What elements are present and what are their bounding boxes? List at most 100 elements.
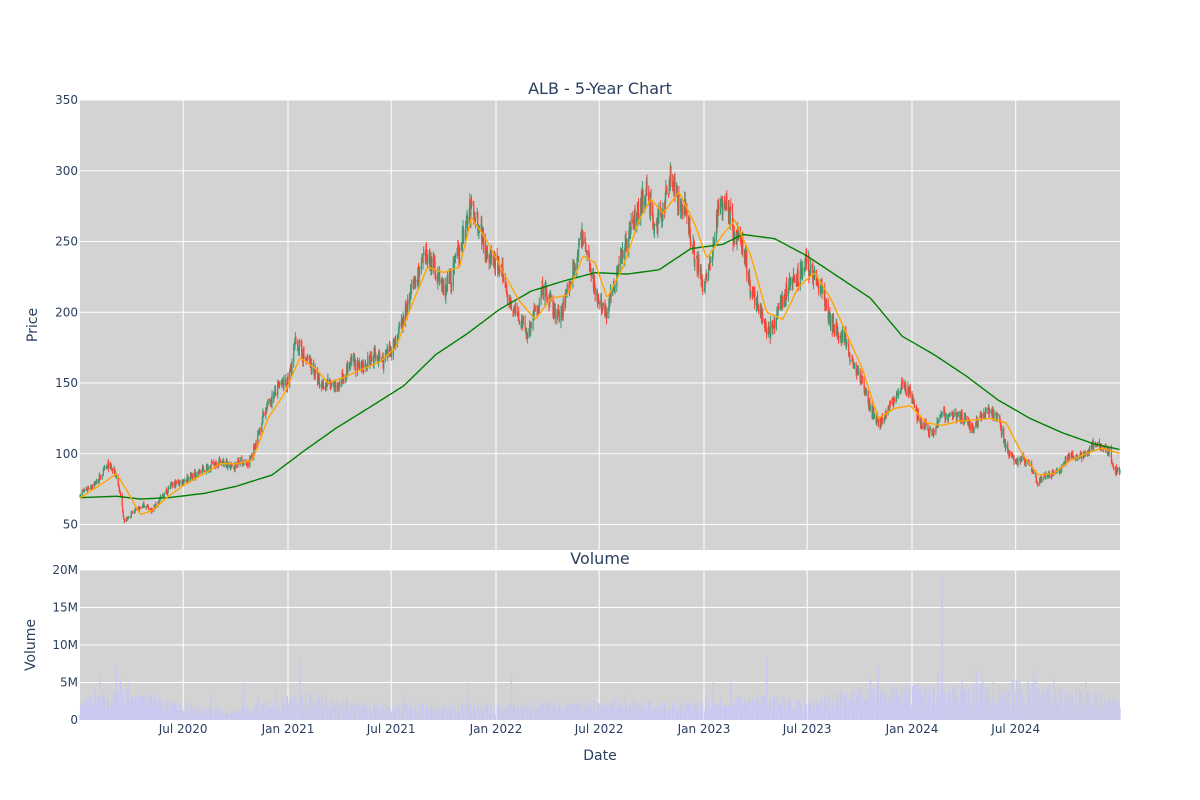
candle-body <box>731 210 734 223</box>
candle-body <box>362 363 364 371</box>
volume-bar <box>837 702 840 720</box>
candle-body <box>103 468 105 470</box>
volume-bar <box>566 702 568 720</box>
volume-bar <box>442 704 445 720</box>
candle-body <box>668 181 670 194</box>
volume-bar <box>103 697 106 720</box>
candle-body <box>1023 457 1025 459</box>
candle-body <box>676 186 678 194</box>
volume-bar <box>355 704 357 720</box>
candle-body <box>389 343 391 355</box>
volume-bar <box>450 708 453 720</box>
candle-body <box>123 517 125 520</box>
candle-body <box>506 296 508 298</box>
candle-body <box>742 235 744 253</box>
volume-bar <box>997 700 999 720</box>
volume-bar <box>541 701 543 720</box>
price-chart-title: ALB - 5-Year Chart <box>528 79 672 98</box>
candle-body <box>888 407 890 411</box>
volume-bar <box>889 690 891 720</box>
candle-body <box>925 422 927 425</box>
candle-body <box>1105 445 1107 453</box>
candle-body <box>784 299 787 301</box>
candle-body <box>628 237 630 249</box>
candle-body <box>425 248 428 259</box>
candle-body <box>729 208 731 223</box>
candle-body <box>642 191 644 206</box>
volume-bar <box>522 706 524 720</box>
volume-bar <box>1089 697 1091 720</box>
candle-body <box>143 503 145 508</box>
candle-body <box>867 391 869 402</box>
volume-bar <box>920 690 922 720</box>
candle-body <box>518 320 520 325</box>
candle-body <box>715 214 718 238</box>
candle-body <box>155 503 157 507</box>
volume-bar <box>387 708 389 720</box>
volume-bar <box>565 702 567 720</box>
candle-body <box>921 425 923 429</box>
candle-body <box>453 261 455 269</box>
candle-body <box>438 270 441 283</box>
candle-body <box>370 356 372 359</box>
candle-body <box>730 206 732 210</box>
candle-body <box>684 200 686 214</box>
volume-bar <box>1001 693 1003 720</box>
candle-body <box>971 423 974 427</box>
candle-body <box>101 475 103 478</box>
candle-body <box>332 382 335 385</box>
candle-body <box>432 257 434 271</box>
candle-body <box>111 468 114 471</box>
volume-bar <box>433 708 435 720</box>
volume-bar <box>399 713 401 720</box>
candle-body <box>267 398 269 405</box>
candle-body <box>470 201 473 203</box>
candle-body <box>197 471 199 476</box>
volume-bar <box>993 697 995 720</box>
volume-bar <box>797 700 800 720</box>
candle-body <box>794 278 796 280</box>
candle-body <box>1017 458 1019 465</box>
candle-body <box>524 321 526 327</box>
volume-bar <box>774 697 776 720</box>
candle-body <box>852 361 854 368</box>
candle-body <box>841 329 844 338</box>
volume-bar <box>594 713 596 720</box>
volume-bar <box>391 710 393 720</box>
volume-bar <box>817 702 820 720</box>
candle-body <box>129 516 131 518</box>
price-tick-label: 300 <box>55 164 78 178</box>
candle-body <box>179 481 181 485</box>
candle-body <box>786 284 788 296</box>
candle-body <box>434 261 436 272</box>
candle-body <box>374 348 376 354</box>
candle-body <box>89 488 91 490</box>
candle-body <box>657 213 659 233</box>
candle-body <box>740 239 742 245</box>
candle-body <box>940 412 942 417</box>
volume-bars <box>79 573 1121 720</box>
candle-body <box>1069 455 1071 457</box>
candle-body <box>305 357 307 360</box>
candle-body <box>800 267 803 278</box>
volume-bar <box>688 704 690 720</box>
candle-body <box>1005 444 1007 448</box>
candle-body <box>342 373 344 380</box>
candle-body <box>1043 478 1045 480</box>
candle-body <box>895 398 897 402</box>
volume-bar <box>861 699 864 720</box>
volume-bar <box>343 708 345 720</box>
volume-spike-bar <box>941 573 943 720</box>
volume-bar <box>1012 679 1015 720</box>
candle-body <box>588 249 590 258</box>
candle-body <box>93 482 95 487</box>
candle-body <box>899 392 901 394</box>
candle-body <box>905 393 907 395</box>
candle-body <box>516 306 518 316</box>
candle-body <box>87 487 90 490</box>
volume-bar <box>582 707 584 720</box>
volume-bar <box>630 713 632 720</box>
candle-body <box>779 301 781 310</box>
candle-body <box>561 308 563 317</box>
candle-body <box>574 266 576 272</box>
